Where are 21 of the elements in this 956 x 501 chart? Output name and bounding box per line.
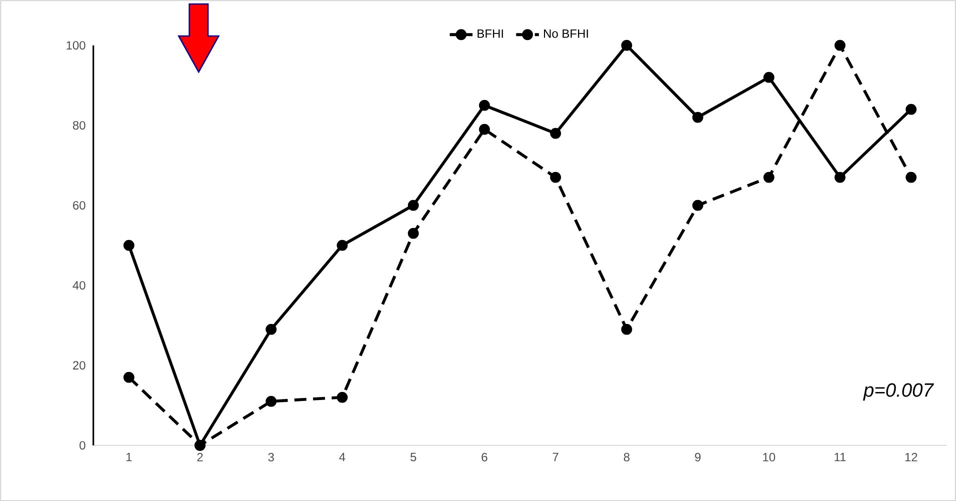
- x-tick-label: 9: [695, 452, 701, 462]
- y-tick-label: 80: [72, 120, 86, 130]
- x-tick-label: 4: [339, 452, 346, 461]
- legend-label: No BFHI: [544, 29, 588, 38]
- x-tick-label: 8: [624, 452, 630, 462]
- y-tick-label: 60: [73, 200, 86, 210]
- y-tick-label: 20: [73, 360, 86, 370]
- x-tick-label: 6: [482, 452, 488, 462]
- x-tick-label: 7: [552, 452, 558, 461]
- x-tick-label: 3: [268, 452, 274, 462]
- x-tick-label: 2: [197, 452, 203, 462]
- x-tick-label: 10: [763, 452, 776, 462]
- legend-label: BFHI: [478, 29, 503, 38]
- x-tick-label: 12: [905, 452, 918, 462]
- x-tick-label: 1: [126, 452, 132, 461]
- y-tick-label: 100: [66, 40, 86, 50]
- x-tick-label: 5: [410, 452, 416, 462]
- x-tick-label: 11: [834, 452, 846, 461]
- annotation: p=0.007: [863, 383, 934, 400]
- y-tick-label: 40: [72, 280, 86, 290]
- y-tick-label: 0: [80, 440, 86, 450]
